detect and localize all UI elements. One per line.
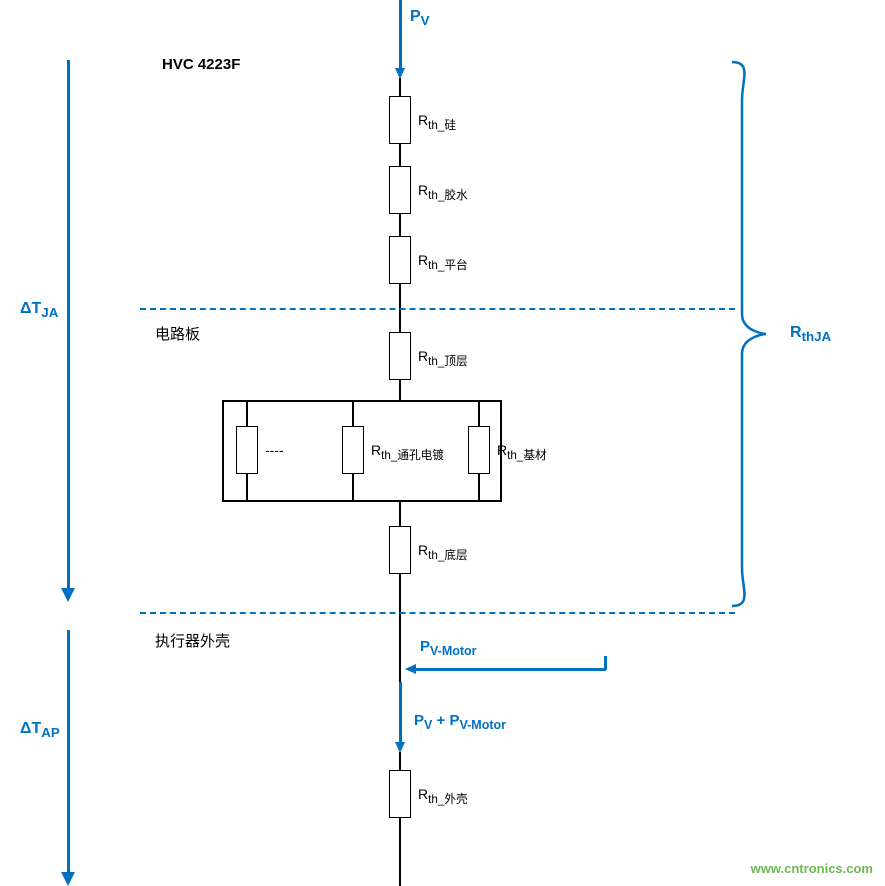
wire [246, 474, 248, 500]
wire [399, 574, 401, 682]
wire [399, 752, 401, 770]
dash-pcb [140, 308, 735, 310]
r-top-label: Rth_顶层 [418, 348, 468, 369]
pvm-arrow-stub [604, 656, 607, 670]
psum-label: PV + PV-Motor [414, 712, 506, 732]
psum-arrow-stem [399, 682, 402, 744]
pv-label: PV [410, 8, 430, 28]
watermark: www.cntronics.com [751, 861, 873, 876]
wire [500, 400, 502, 500]
wire [399, 144, 401, 166]
wire [399, 78, 401, 96]
resistor-bot [389, 526, 411, 574]
wire [478, 400, 480, 426]
resistor-via [342, 426, 364, 474]
wire [399, 214, 401, 236]
r-via-label: Rth_通孔电镀 [371, 442, 444, 463]
wire [222, 400, 502, 402]
pvm-label: PV-Motor [420, 638, 477, 658]
resistor-plat [389, 236, 411, 284]
delta-tja-label: ΔTJA [20, 300, 58, 320]
wire [399, 818, 401, 886]
r-base-label: Rth_基材 [497, 442, 547, 463]
rthja-label: RthJA [790, 324, 831, 344]
wire [246, 400, 248, 426]
wire [222, 400, 224, 500]
r-case-label: Rth_外壳 [418, 786, 468, 807]
delta-tap-arrow-head [61, 872, 75, 886]
delta-tja-arrow-head [61, 588, 75, 602]
section-housing-label: 执行器外壳 [155, 630, 230, 651]
thermal-diagram: PV HVC 4223F ΔTJA ΔTAP RthJA Rth_硅 Rth_胶… [0, 0, 885, 886]
resistor-more [236, 426, 258, 474]
pv-arrow-stem [399, 0, 402, 70]
resistor-glue [389, 166, 411, 214]
delta-tap-label: ΔTAP [20, 720, 60, 740]
resistor-si [389, 96, 411, 144]
resistor-top [389, 332, 411, 380]
wire [399, 500, 401, 526]
rthja-brace [730, 60, 770, 608]
wire [222, 500, 502, 502]
pvm-arrow-stem [416, 668, 606, 671]
r-bot-label: Rth_底层 [418, 542, 468, 563]
resistor-base [468, 426, 490, 474]
r-glue-label: Rth_胶水 [418, 182, 468, 203]
r-more-label: ---- [265, 442, 284, 458]
wire [352, 474, 354, 500]
section-pcb-label: 电路板 [155, 323, 200, 344]
r-plat-label: Rth_平台 [418, 252, 468, 273]
title-label: HVC 4223F [162, 56, 240, 73]
r-si-label: Rth_硅 [418, 112, 456, 133]
delta-tap-arrow-stem [67, 630, 70, 875]
dash-housing [140, 612, 735, 614]
wire [399, 380, 401, 400]
pvm-arrow-head [405, 664, 416, 674]
wire [352, 400, 354, 426]
delta-tja-arrow-stem [67, 60, 70, 590]
resistor-case [389, 770, 411, 818]
wire [478, 474, 480, 500]
